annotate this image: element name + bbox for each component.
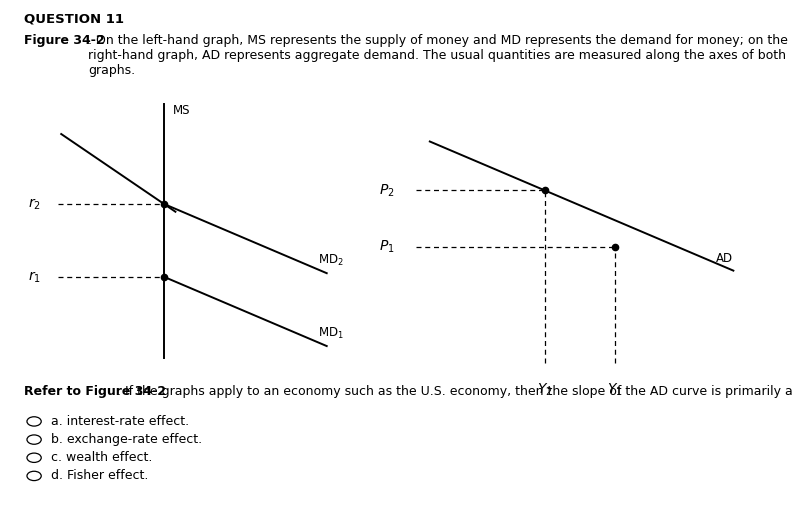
Text: $P_1$: $P_1$	[379, 239, 395, 255]
Text: a. interest-rate effect.: a. interest-rate effect.	[51, 415, 189, 428]
Text: Figure 34-2: Figure 34-2	[24, 34, 105, 47]
Text: $r_1$: $r_1$	[29, 269, 41, 284]
Text: MS: MS	[173, 104, 190, 117]
Text: d. Fisher effect.: d. Fisher effect.	[51, 469, 148, 483]
Text: $P_2$: $P_2$	[379, 182, 395, 199]
Text: AD: AD	[716, 252, 733, 265]
Text: b. exchange-rate effect.: b. exchange-rate effect.	[51, 433, 202, 446]
Text: $Y_1$: $Y_1$	[607, 382, 623, 399]
Text: . On the left-hand graph, MS represents the supply of money and MD represents th: . On the left-hand graph, MS represents …	[88, 34, 788, 77]
Text: $r_2$: $r_2$	[29, 196, 41, 212]
Text: c. wealth effect.: c. wealth effect.	[51, 451, 152, 465]
Text: . If the graphs apply to an economy such as the U.S. economy, then the slope of : . If the graphs apply to an economy such…	[117, 385, 793, 398]
Text: Refer to Figure 34-2: Refer to Figure 34-2	[24, 385, 166, 398]
Text: MD$_1$: MD$_1$	[318, 325, 344, 340]
Text: QUESTION 11: QUESTION 11	[24, 13, 124, 26]
Text: MD$_2$: MD$_2$	[318, 253, 344, 268]
Text: $Y_2$: $Y_2$	[537, 382, 553, 399]
